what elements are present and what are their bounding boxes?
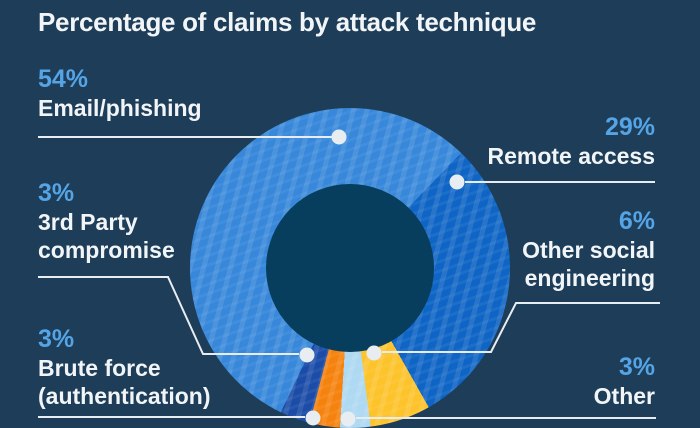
label-email-phishing: Email/phishing xyxy=(38,95,202,121)
pct-other: 3% xyxy=(618,353,655,381)
label-brute-force: Brute force (authentication) xyxy=(38,355,211,409)
pct-other-social: 6% xyxy=(618,207,655,235)
label-other: Other xyxy=(593,383,655,409)
pct-email-phishing: 54% xyxy=(38,65,89,93)
donut-hole xyxy=(266,184,434,352)
label-remote-access: Remote access xyxy=(487,143,656,169)
callout-email-phishing: 54% Email/phishing xyxy=(38,64,202,122)
label-other-social: Other social engineering xyxy=(522,237,655,291)
callout-brute-force: 3% Brute force (authentication) xyxy=(38,324,211,410)
callout-other: 3% Other xyxy=(594,352,655,410)
callout-remote-access: 29% Remote access xyxy=(488,112,656,170)
pct-remote-access: 29% xyxy=(604,113,655,141)
label-3rd-party: 3rd Party compromise xyxy=(38,209,175,263)
chart-title: Percentage of claims by attack technique xyxy=(38,7,537,37)
pct-brute-force: 3% xyxy=(38,325,75,353)
callout-other-social: 6% Other social engineering xyxy=(522,206,655,292)
callout-3rd-party: 3% 3rd Party compromise xyxy=(38,178,175,264)
pct-3rd-party: 3% xyxy=(38,179,75,207)
